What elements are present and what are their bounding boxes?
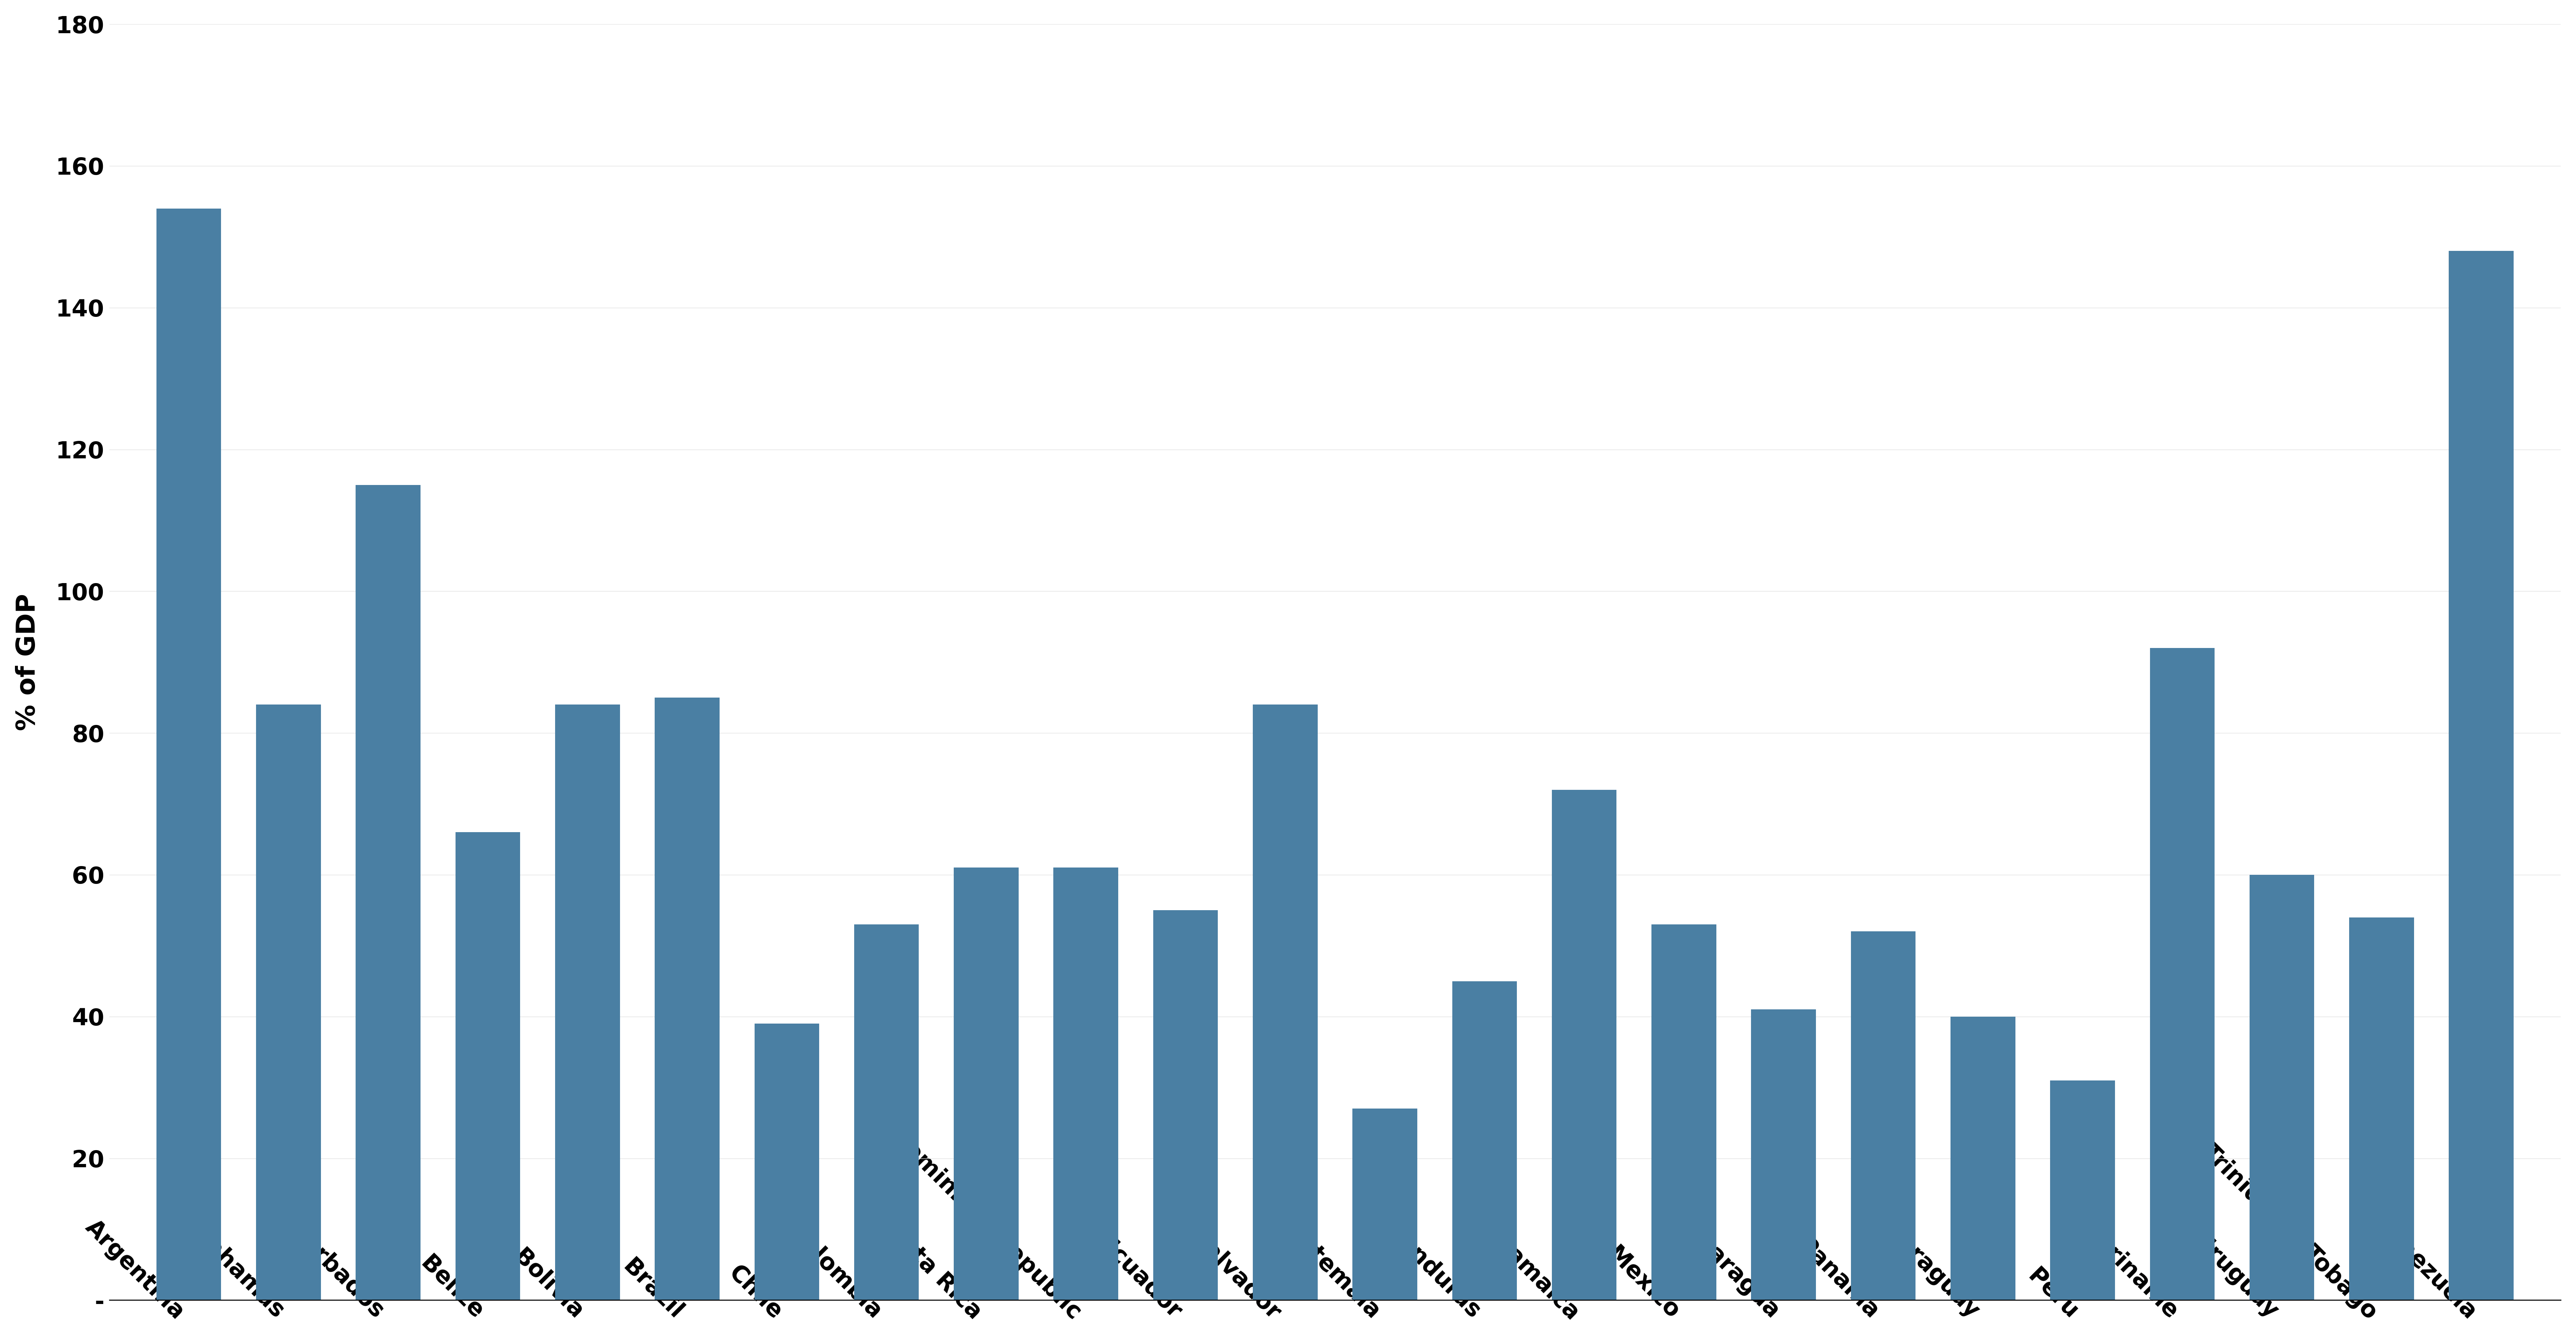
Bar — [2349, 917, 2414, 1300]
Bar — [1651, 924, 1716, 1300]
Bar — [255, 704, 322, 1300]
Bar — [654, 698, 719, 1300]
Bar — [1352, 1109, 1417, 1300]
Bar — [2249, 874, 2313, 1300]
Bar — [2151, 648, 2215, 1300]
Bar — [554, 704, 621, 1300]
Bar — [2450, 250, 2514, 1300]
Bar — [157, 209, 222, 1300]
Bar — [1154, 911, 1218, 1300]
Bar — [355, 485, 420, 1300]
Bar — [456, 833, 520, 1300]
Bar — [1850, 932, 1917, 1300]
Bar — [953, 868, 1018, 1300]
Bar — [1752, 1010, 1816, 1300]
Bar — [2050, 1081, 2115, 1300]
Y-axis label: % of GDP: % of GDP — [15, 593, 41, 731]
Bar — [1551, 790, 1618, 1300]
Bar — [755, 1023, 819, 1300]
Bar — [855, 924, 920, 1300]
Bar — [1252, 704, 1316, 1300]
Bar — [1453, 981, 1517, 1300]
Bar — [1054, 868, 1118, 1300]
Bar — [1950, 1016, 2014, 1300]
